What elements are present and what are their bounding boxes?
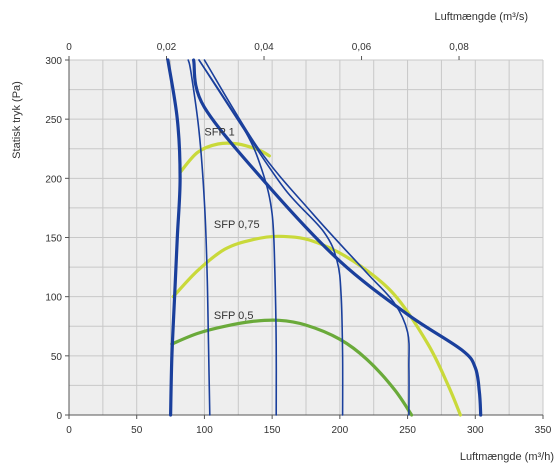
x-tick-label: 100	[196, 425, 213, 436]
top-tick-label: 0,02	[157, 42, 177, 53]
top-tick-label: 0	[66, 42, 72, 53]
x-axis-bottom-title: Luftmængde (m³/h)	[460, 451, 554, 463]
top-tick-label: 0,04	[254, 42, 274, 53]
fan-curve-4	[198, 59, 344, 416]
curve-labels: SFP 1 SFP 0,75 SFP 0,5	[204, 127, 259, 322]
curves	[166, 58, 483, 417]
x-tick-label: 150	[264, 425, 281, 436]
grid-lines	[68, 59, 544, 416]
fan-curve-5	[203, 59, 410, 416]
x-tick-label: 200	[332, 425, 349, 436]
x-axis-top-title: Luftmængde (m³/s)	[434, 11, 528, 23]
y-axis-title: Statisk tryk (Pa)	[11, 81, 23, 159]
y-tick-label: 250	[45, 115, 62, 126]
y-tick-label: 150	[45, 234, 62, 245]
tick-labels: 0 50 100 150 200 250 300 350 0 50 100 150 200 250 300 0…	[45, 42, 551, 436]
x-tick-label: 300	[467, 425, 484, 436]
x-tick-label: 0	[66, 425, 72, 436]
fan-curve-6	[192, 58, 483, 417]
y-tick-label: 50	[51, 352, 63, 363]
y-tick-label: 300	[45, 56, 62, 67]
fan-curve-2	[187, 59, 211, 416]
sfp-curve-label: SFP 0,5	[214, 310, 254, 322]
x-tick-label: 50	[131, 425, 143, 436]
x-tick-label: 350	[535, 425, 552, 436]
top-tick-label: 0,08	[449, 42, 469, 53]
top-tick-label: 0,06	[352, 42, 372, 53]
fan-curve-1	[166, 58, 182, 417]
sfp-curve-3	[170, 318, 414, 417]
y-tick-label: 200	[45, 174, 62, 185]
y-tick-label: 100	[45, 293, 62, 304]
sfp-curve-2	[171, 234, 462, 417]
sfp-curve-label: SFP 1	[204, 127, 234, 139]
x-tick-label: 250	[399, 425, 416, 436]
y-tick-label: 0	[56, 411, 62, 422]
sfp-curve-label: SFP 0,75	[214, 219, 260, 231]
